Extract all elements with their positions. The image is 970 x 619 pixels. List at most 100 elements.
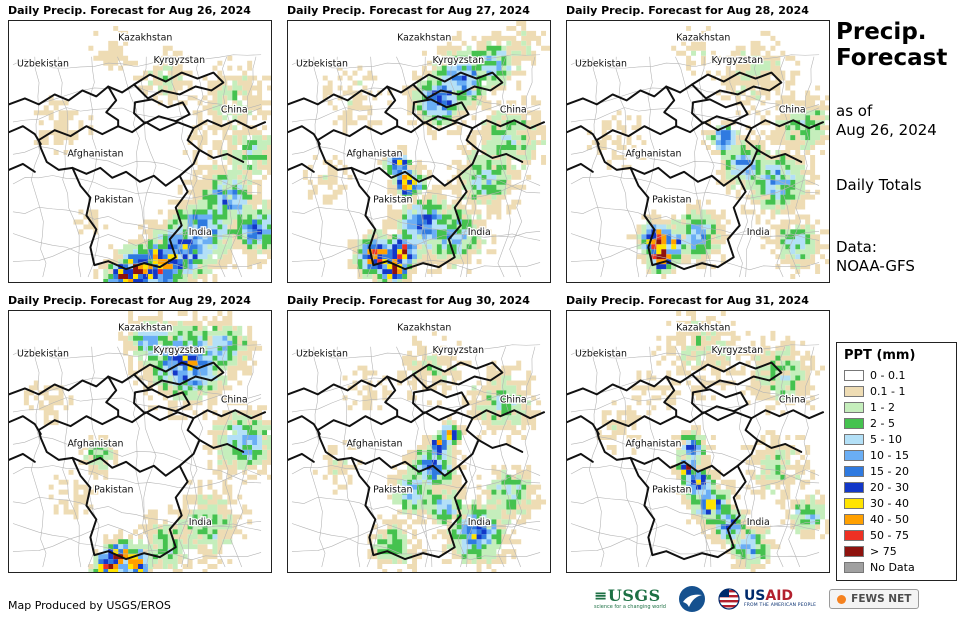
legend-item-label: 15 - 20 bbox=[870, 464, 909, 478]
forecast-panel-aug27: Daily Precip. Forecast for Aug 27, 2024 … bbox=[287, 4, 553, 283]
noaa-circle-icon bbox=[678, 586, 705, 612]
legend-item-label: 50 - 75 bbox=[870, 528, 909, 542]
precip-cells-tier-7 bbox=[113, 199, 263, 282]
precip-cells-tier-2 bbox=[322, 30, 547, 282]
legend-swatch bbox=[844, 465, 864, 477]
precip-map-aug31: Kazakhstan Uzbekistan Kyrgyzstan China Afgha… bbox=[566, 310, 830, 573]
legend-swatch bbox=[844, 481, 864, 493]
forecast-panel-aug28: Daily Precip. Forecast for Aug 28, 2024 … bbox=[566, 4, 832, 283]
legend-item-label: 10 - 15 bbox=[870, 448, 909, 462]
precip-map-aug30: Kazakhstan Uzbekistan Kyrgyzstan China Afgha… bbox=[287, 310, 551, 573]
precip-cells-tier-3 bbox=[676, 335, 821, 560]
legend-item: 50 - 75 bbox=[844, 527, 949, 543]
usgs-logo: ≡USGS science for a changing world bbox=[594, 588, 666, 610]
precip-cells-tier-8 bbox=[681, 469, 716, 510]
legend-swatch bbox=[844, 433, 864, 445]
country-label: Kazakhstan bbox=[676, 323, 730, 334]
country-label: China bbox=[779, 104, 806, 115]
legend-item-label: 40 - 50 bbox=[870, 512, 909, 526]
country-label: China bbox=[221, 394, 248, 405]
legend-swatch bbox=[844, 449, 864, 461]
precip-cells-tier-8 bbox=[382, 159, 418, 280]
page-title-line2: Forecast bbox=[836, 44, 948, 71]
precip-cells-tier-7 bbox=[367, 75, 467, 280]
precip-cells-tier-3 bbox=[377, 365, 527, 560]
country-label: Afghanistan bbox=[67, 439, 123, 450]
country-label: India bbox=[468, 517, 491, 528]
as-of-block: as of Aug 26, 2024 bbox=[836, 102, 937, 140]
precip-cells-tier-11 bbox=[392, 249, 408, 275]
country-label: Kyrgyzstan bbox=[154, 345, 206, 356]
country-label: Afghanistan bbox=[625, 149, 681, 160]
legend-item-label: 20 - 30 bbox=[870, 480, 909, 494]
panel-title: Daily Precip. Forecast for Aug 30, 2024 bbox=[287, 294, 530, 307]
country-label: Kazakhstan bbox=[397, 323, 451, 334]
country-label: Kazakhstan bbox=[676, 33, 730, 44]
country-label: Pakistan bbox=[94, 194, 133, 205]
legend-items: 0 - 0.1 0.1 - 1 1 - 2 2 - 5 5 - 10 10 - 15 15 … bbox=[844, 367, 949, 575]
legend-swatch bbox=[844, 417, 864, 429]
country-label: Pakistan bbox=[652, 194, 691, 205]
country-label: Afghanistan bbox=[625, 439, 681, 450]
country-label: China bbox=[500, 394, 527, 405]
precip-cells-tier-1 bbox=[596, 311, 829, 572]
legend-item-label: No Data bbox=[870, 560, 915, 574]
panel-title: Daily Precip. Forecast for Aug 29, 2024 bbox=[8, 294, 251, 307]
legend-item: 40 - 50 bbox=[844, 511, 949, 527]
precip-cells-tier-2 bbox=[332, 355, 532, 565]
usgs-logo-text: ≡USGS bbox=[594, 586, 661, 605]
precip-cells-tier-3 bbox=[357, 45, 527, 282]
country-label: Kazakhstan bbox=[397, 33, 451, 44]
legend-swatch bbox=[844, 401, 864, 413]
precip-map-aug26: Kazakhstan Uzbekistan Kyrgyzstan China Afgha… bbox=[8, 20, 272, 283]
country-label: Pakistan bbox=[373, 194, 412, 205]
fewsnet-logo: FEWS NET bbox=[829, 589, 920, 609]
legend-item-label: 0 - 0.1 bbox=[870, 368, 906, 382]
page-title-line1: Precip. bbox=[836, 19, 927, 45]
legend-swatch bbox=[844, 513, 864, 525]
map-credit: Map Produced by USGS/EROS bbox=[8, 599, 171, 612]
country-label: Afghanistan bbox=[346, 439, 402, 450]
country-label: China bbox=[221, 104, 248, 115]
precip-map-aug28: Kazakhstan Uzbekistan Kyrgyzstan China Afgha… bbox=[566, 20, 830, 283]
country-label: Kazakhstan bbox=[118, 33, 172, 44]
precip-cells-tier-11 bbox=[656, 239, 667, 260]
usaid-tagline: FROM THE AMERICAN PEOPLE bbox=[743, 603, 817, 609]
panel-title: Daily Precip. Forecast for Aug 31, 2024 bbox=[566, 294, 809, 307]
precip-cells-tier-6 bbox=[646, 130, 781, 255]
precip-cells-tier-3 bbox=[103, 75, 271, 282]
usgs-bars-icon: ≡ bbox=[594, 586, 608, 605]
country-label: India bbox=[189, 517, 212, 528]
data-source-value: NOAA-GFS bbox=[836, 257, 915, 276]
country-label: India bbox=[468, 227, 491, 238]
data-source-label: Data: bbox=[836, 238, 877, 256]
country-label: Kazakhstan bbox=[118, 323, 172, 334]
legend-swatch bbox=[844, 561, 864, 573]
precip-cells-tier-5 bbox=[681, 444, 816, 550]
legend-item-label: 30 - 40 bbox=[870, 496, 909, 510]
as-of-date: Aug 26, 2024 bbox=[836, 121, 937, 140]
precip-cells-tier-11 bbox=[108, 554, 124, 570]
legend-item: No Data bbox=[844, 559, 949, 575]
legend-item-label: 1 - 2 bbox=[870, 400, 895, 414]
country-label: India bbox=[747, 517, 770, 528]
legend-item: 0.1 - 1 bbox=[844, 383, 949, 399]
country-label: Afghanistan bbox=[67, 149, 123, 160]
precip-cells-tier-9 bbox=[367, 174, 408, 275]
legend-item: 30 - 40 bbox=[844, 495, 949, 511]
precip-cells-tier-4 bbox=[402, 395, 522, 555]
legend-item: 0 - 0.1 bbox=[844, 367, 949, 383]
precip-legend: PPT (mm) 0 - 0.1 0.1 - 1 1 - 2 2 - 5 5 - 10 1… bbox=[836, 342, 957, 581]
legend-swatch bbox=[844, 529, 864, 541]
legend-item: 5 - 10 bbox=[844, 431, 949, 447]
country-label: Kyrgyzstan bbox=[154, 55, 206, 66]
precip-cells-tier-11 bbox=[118, 264, 143, 280]
legend-item-label: 0.1 - 1 bbox=[870, 384, 906, 398]
precip-cells-tier-9 bbox=[436, 430, 452, 445]
data-source-block: Data: NOAA-GFS bbox=[836, 238, 915, 276]
legend-item-label: 2 - 5 bbox=[870, 416, 895, 430]
precip-cells-tier-8 bbox=[646, 239, 677, 255]
legend-item: > 75 bbox=[844, 543, 949, 559]
country-label: Uzbekistan bbox=[575, 349, 627, 360]
precip-cells-tier-2 bbox=[103, 65, 271, 282]
